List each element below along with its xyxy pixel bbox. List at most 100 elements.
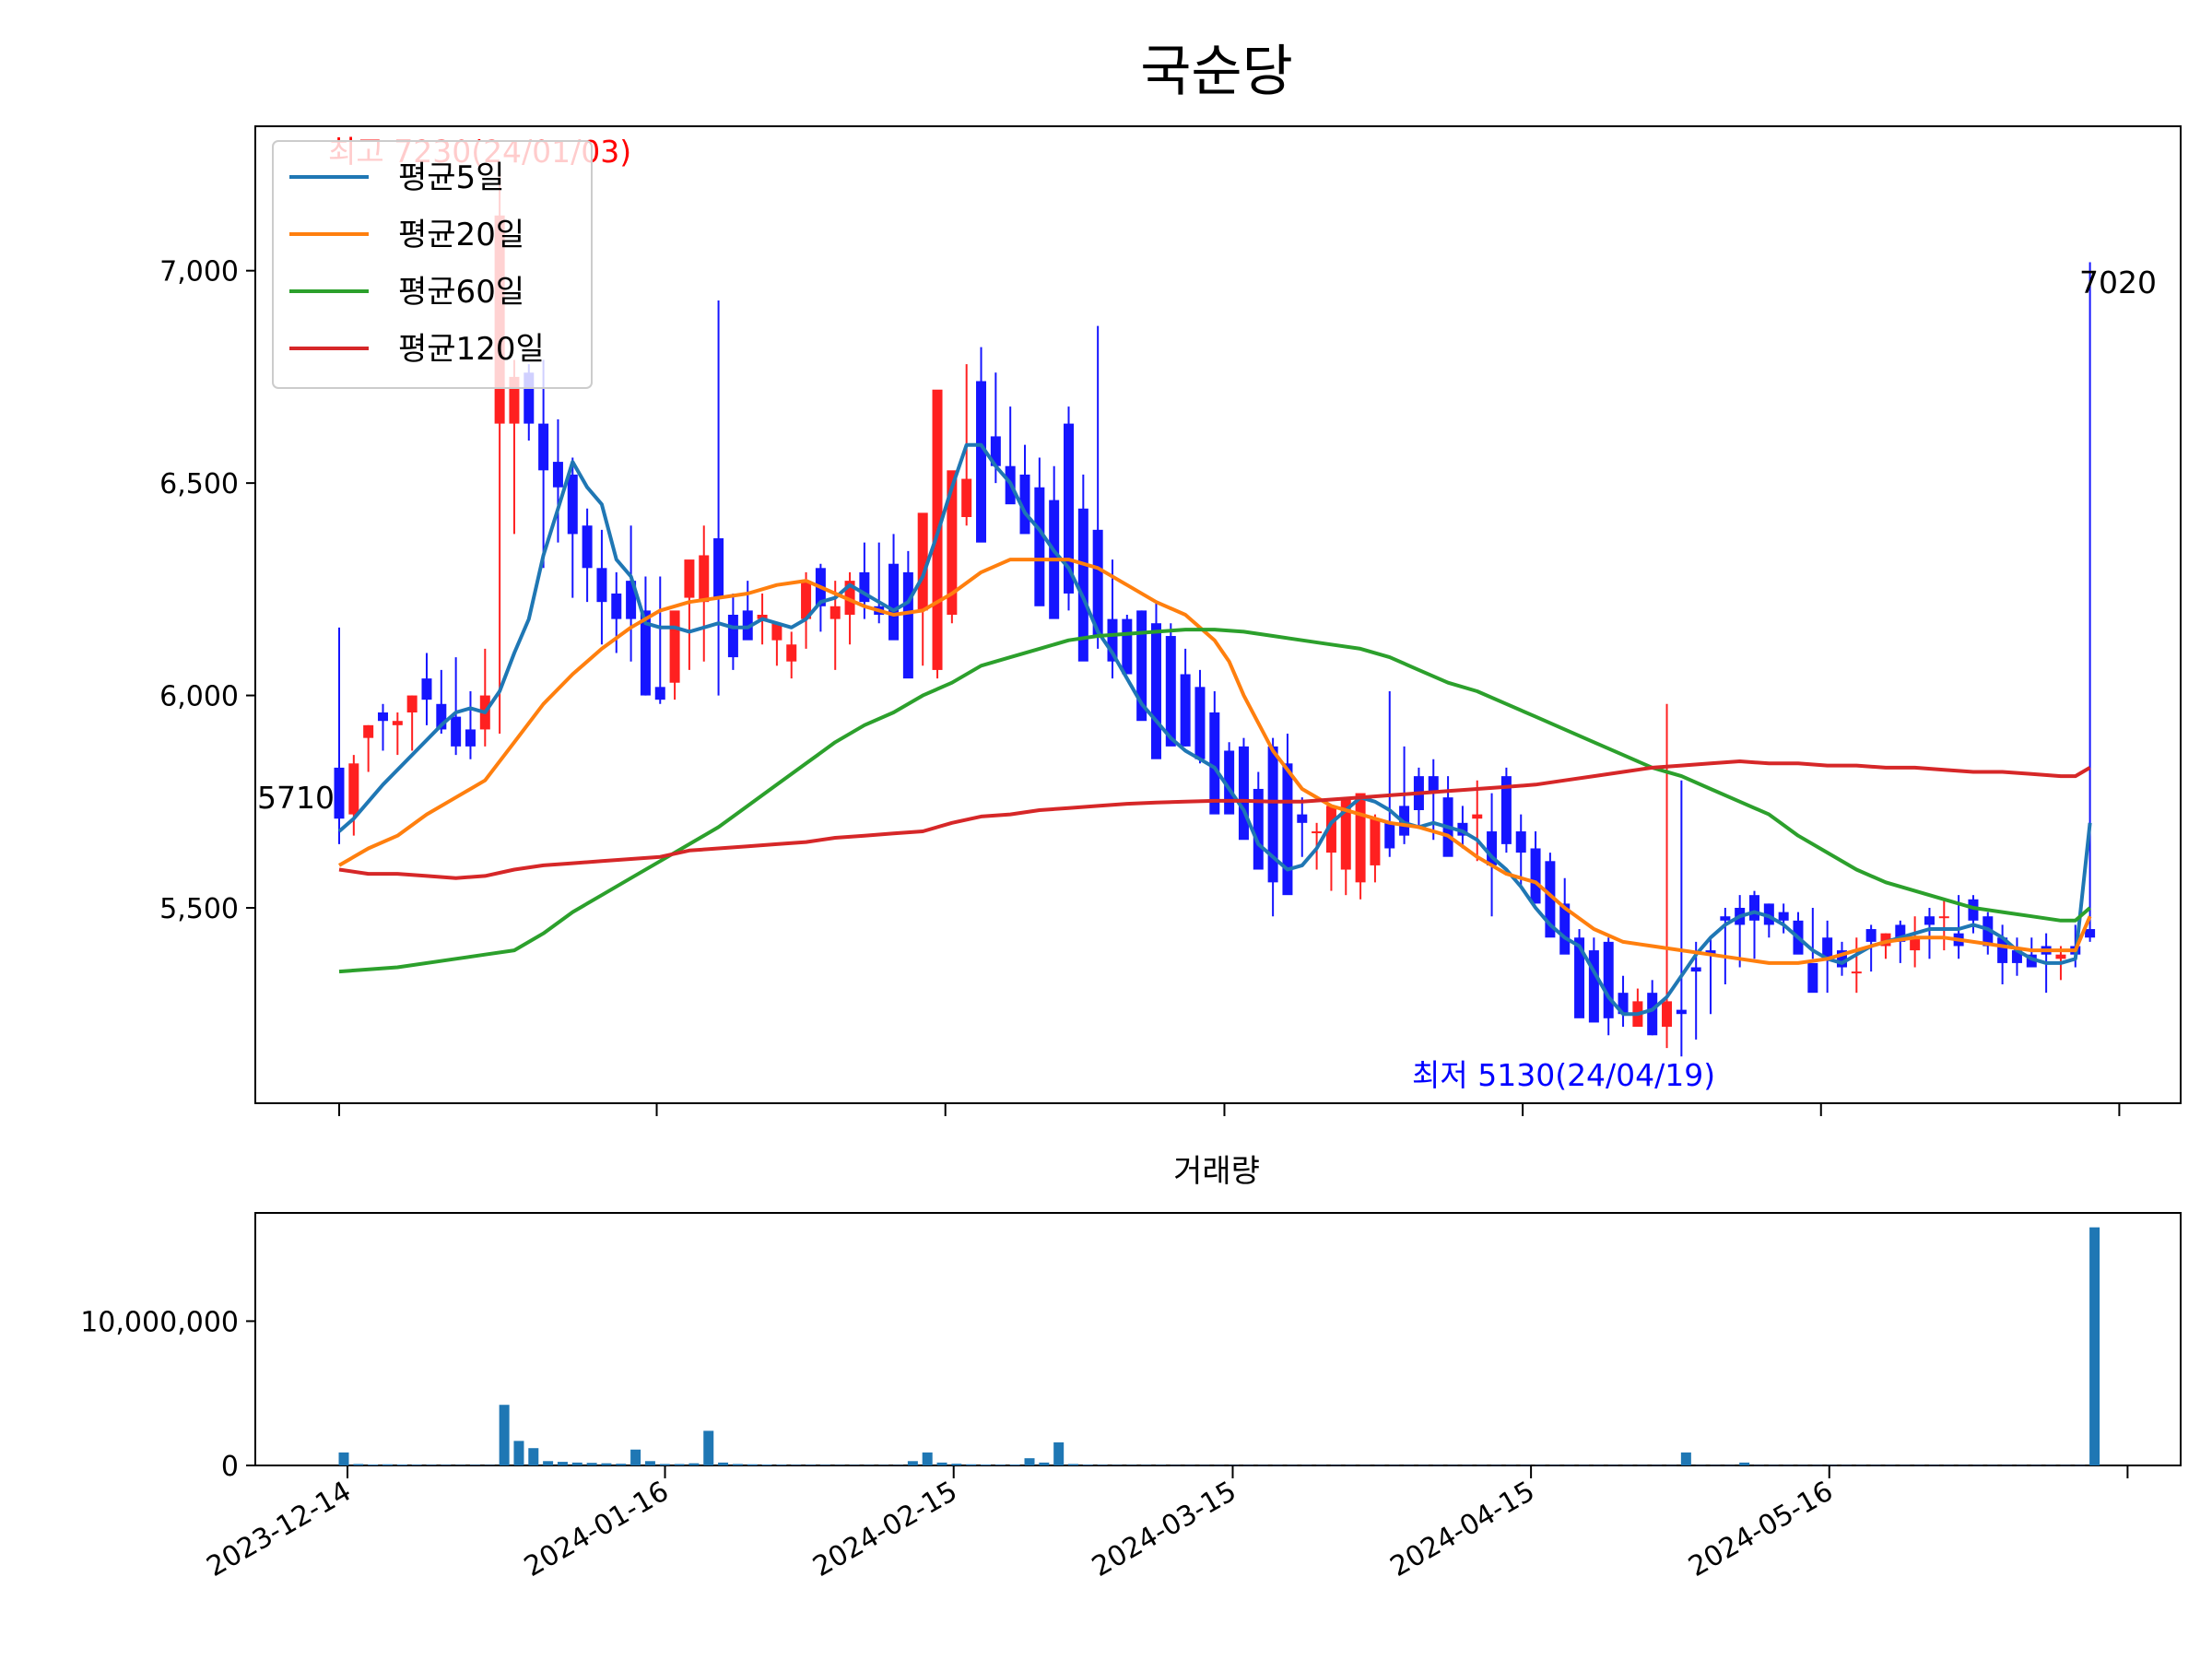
candle-body [1662, 1001, 1673, 1028]
candle-body [713, 538, 724, 598]
volume-bar [2045, 1465, 2056, 1466]
volume-bar [571, 1462, 582, 1465]
candle-body [377, 712, 388, 722]
volume-bar [499, 1405, 510, 1465]
candle-body [1822, 937, 1833, 959]
volume-bar [922, 1452, 933, 1465]
candle-body [669, 610, 680, 683]
candle-body [1895, 924, 1906, 942]
candle-body [1355, 793, 1366, 883]
candle-body [1122, 618, 1133, 675]
candle-body [1720, 916, 1731, 921]
volume-bar [703, 1430, 714, 1465]
volume-bar [1652, 1465, 1663, 1466]
candle-body [1910, 937, 1921, 951]
volume-bar [1695, 1465, 1706, 1466]
volume-bar [1316, 1465, 1327, 1466]
volume-bar [1958, 1465, 1969, 1466]
candle-body [2055, 954, 2066, 959]
candle-body [1836, 950, 1847, 968]
volume-bar [1432, 1465, 1443, 1466]
candle-body [1297, 814, 1308, 823]
start-price-annotation: 5710 [257, 780, 335, 816]
candle-body [976, 381, 987, 543]
volume-bar [1345, 1465, 1356, 1466]
volume-bar [644, 1461, 655, 1465]
volume-bar [1126, 1465, 1137, 1466]
candle-body [363, 724, 374, 738]
volume-bar [674, 1464, 685, 1465]
volume-bars [338, 1227, 2100, 1466]
price-y-axis: 5,500 6,000 6,500 7,000 [159, 256, 255, 925]
volume-bar [951, 1464, 962, 1465]
volume-bar [586, 1463, 597, 1465]
candle-body [1690, 967, 1701, 972]
candle-body [1924, 916, 1935, 925]
candle-body [684, 559, 695, 598]
volume-bar [1287, 1465, 1298, 1466]
candle-body [1253, 788, 1264, 870]
candle-body [1180, 674, 1191, 747]
candle-body [699, 555, 710, 603]
candle-body [1763, 903, 1774, 925]
candle-body [392, 721, 403, 725]
price-y-tick-label: 7,000 [159, 256, 239, 288]
candle-body [611, 593, 622, 619]
volume-bar [1680, 1452, 1691, 1465]
candle-body [1807, 962, 1818, 994]
candle-body [1676, 1009, 1687, 1015]
volume-x-axis: 2023-12-14 2024-01-16 2024-02-15 2024-03-15… [202, 1465, 2129, 1583]
candle-body [1865, 929, 1877, 942]
candle-body [1340, 797, 1351, 870]
candle-body [1457, 822, 1468, 836]
volume-bar [732, 1464, 743, 1465]
candle-body [1749, 895, 1760, 921]
candle-body [1472, 814, 1483, 819]
x-date-label: 2024-02-15 [807, 1476, 962, 1583]
candle-body [1224, 750, 1235, 815]
candle-body [1092, 529, 1103, 637]
volume-bar [1257, 1465, 1268, 1466]
candle-body [2085, 929, 2096, 938]
candle-body [1647, 993, 1658, 1036]
candle-body [1428, 776, 1439, 794]
volume-bar [1184, 1465, 1195, 1466]
candle-body [2011, 950, 2022, 963]
candle-body [1515, 831, 1526, 853]
candle-body [1997, 937, 2008, 963]
candle-body [1077, 508, 1088, 662]
candle-body [859, 571, 870, 603]
volume-bar [455, 1465, 466, 1466]
volume-bar [907, 1461, 918, 1465]
volume-bar [1170, 1465, 1181, 1466]
candle-body [1603, 941, 1614, 1018]
volume-bar [1724, 1465, 1735, 1466]
candle-body [421, 678, 432, 700]
volume-bar [1229, 1465, 1240, 1466]
moving-average-lines [337, 442, 2092, 1017]
volume-bar [1491, 1465, 1502, 1466]
candle-body [348, 763, 359, 815]
legend-label-ma20: 평균20일 [398, 217, 524, 253]
candle-body [1064, 423, 1074, 594]
volume-bar [557, 1462, 568, 1465]
candle-body [538, 423, 549, 471]
volume-bar [1053, 1441, 1065, 1465]
candle-body [436, 703, 447, 730]
volume-bar [1870, 1465, 1881, 1466]
volume-bar [1359, 1465, 1371, 1466]
volume-bar [1505, 1465, 1516, 1466]
candle-body [844, 581, 855, 615]
price-y-tick-label: 6,500 [159, 468, 239, 500]
chart-title: 국순당 [1140, 40, 1293, 104]
candle-body [1034, 487, 1045, 606]
volume-bar [1214, 1465, 1225, 1466]
candle-body [524, 372, 535, 424]
volume-bar [1900, 1465, 1911, 1466]
candle-body [1778, 912, 1789, 921]
volume-bar [616, 1464, 627, 1465]
candle-body [1209, 712, 1220, 815]
candle-body [1530, 848, 1541, 904]
candle-body [757, 615, 768, 619]
candle-body [1370, 818, 1381, 865]
